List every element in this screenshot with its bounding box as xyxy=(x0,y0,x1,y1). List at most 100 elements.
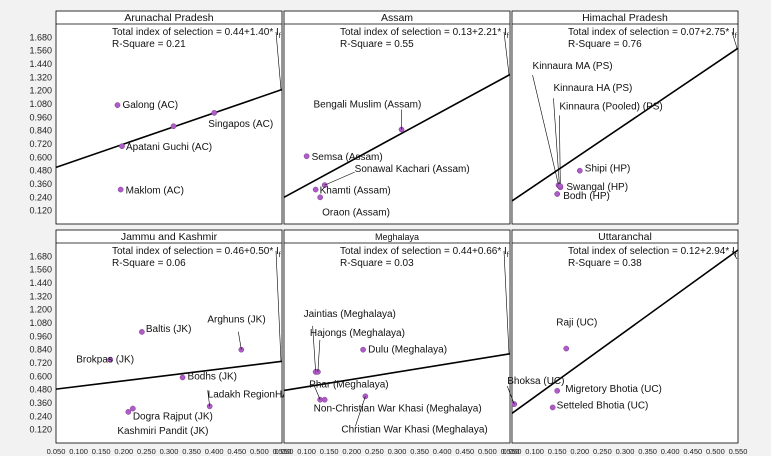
data-point xyxy=(576,167,583,174)
point-label: Raji (UC) xyxy=(556,318,597,329)
y-tick-label: 0.960 xyxy=(29,331,52,341)
y-tick-label: 0.360 xyxy=(29,179,52,189)
point-label: Ladakh RegionHA (JK) xyxy=(208,389,310,400)
x-tick-label: 0.350 xyxy=(182,447,201,456)
x-tick-label: 0.550 xyxy=(273,447,292,456)
data-point xyxy=(554,191,561,197)
panel-frame xyxy=(55,10,283,225)
y-tick-label: 0.720 xyxy=(29,358,52,368)
regression-line xyxy=(283,73,511,198)
equation-pointer xyxy=(731,31,738,49)
equation-label: Total index of selection = 0.13+2.21* If xyxy=(340,27,509,40)
data-point xyxy=(117,186,124,193)
x-tick-label: 0.200 xyxy=(342,447,361,456)
x-tick-label: 0.400 xyxy=(661,447,680,456)
label-pointer xyxy=(324,171,355,186)
equation-pointer xyxy=(503,250,510,354)
r-square-label: R-Square = 0.76 xyxy=(568,39,642,50)
r-square-label: R-Square = 0.21 xyxy=(112,39,186,50)
point-label: Brokpas (JK) xyxy=(76,355,134,366)
y-tick-label: 1.200 xyxy=(29,305,52,315)
y-tick-label: 0.480 xyxy=(29,385,52,395)
r-square-label: R-Square = 0.06 xyxy=(112,258,186,269)
point-label: Oraon (Assam) xyxy=(322,207,390,218)
x-tick-label: 0.050 xyxy=(47,447,66,456)
y-tick-label: 0.720 xyxy=(29,139,52,149)
x-tick-label: 0.550 xyxy=(729,447,748,456)
x-tick-label: 0.200 xyxy=(570,447,589,456)
x-tick-label: 0.250 xyxy=(593,447,612,456)
equation-label: Total index of selection = 0.44+1.40* If xyxy=(112,27,281,40)
panel-jammu-and-kashmir: Jammu and Kashmir Total index of selectio… xyxy=(55,229,310,444)
panel-uttaranchal: Uttaranchal Total index of selection = 0.… xyxy=(506,229,739,444)
point-label: Galong (AC) xyxy=(122,100,178,111)
equation-pointer xyxy=(275,250,282,362)
data-point xyxy=(557,183,564,190)
regression-line xyxy=(511,47,739,202)
y-tick-label: 1.320 xyxy=(29,72,52,82)
data-point xyxy=(129,405,136,412)
x-tick-label: 0.350 xyxy=(638,447,657,456)
y-tick-label: 0.960 xyxy=(29,112,52,122)
y-tick-label: 0.240 xyxy=(29,192,52,202)
x-tick-label: 0.450 xyxy=(227,447,246,456)
point-label: Singapos (AC) xyxy=(208,119,273,130)
data-point xyxy=(170,123,177,130)
x-tick-label: 0.400 xyxy=(433,447,452,456)
point-label: Shipi (HP) xyxy=(585,164,631,175)
equation-label: Total index of selection = 0.12+2.94* If xyxy=(568,246,737,259)
panel-title: Uttaranchal xyxy=(598,231,652,243)
r-square-label: R-Square = 0.03 xyxy=(340,258,414,269)
data-point xyxy=(303,153,310,160)
label-pointer xyxy=(207,390,210,407)
panel-title: Assam xyxy=(381,12,413,24)
x-tick-label: 0.200 xyxy=(114,447,133,456)
label-pointer xyxy=(317,339,321,372)
point-label: Kinnaura HA (PS) xyxy=(553,83,632,94)
point-label: Apatani Guchi (AC) xyxy=(126,142,212,153)
point-label: Bodhs (JK) xyxy=(188,371,237,382)
data-point xyxy=(211,110,218,116)
y-tick-label: 0.120 xyxy=(29,206,52,216)
x-tick-label: 0.550 xyxy=(501,447,520,456)
point-label: Semsa (Assam) xyxy=(312,152,383,163)
y-tick-label: 1.080 xyxy=(29,99,52,109)
y-tick-label: 1.680 xyxy=(29,251,52,261)
data-point xyxy=(554,387,561,394)
label-pointer xyxy=(506,386,515,405)
y-tick-label: 0.480 xyxy=(29,166,52,176)
point-label: Christian War Khasi (Meghalaya) xyxy=(341,424,487,435)
label-pointer xyxy=(532,75,559,186)
equation-label: Total index of selection = 0.07+2.75* If xyxy=(568,27,737,40)
panel-frame xyxy=(283,10,511,225)
label-pointer xyxy=(553,98,560,187)
point-label: Khamti (Assam) xyxy=(320,186,391,197)
y-tick-label: 0.840 xyxy=(29,126,52,136)
x-tick-label: 0.050 xyxy=(503,447,522,456)
point-label: Setteled Bhotia (UC) xyxy=(557,400,649,411)
point-label: Non-Christian War Khasi (Meghalaya) xyxy=(314,404,482,415)
equation-pointer xyxy=(503,31,510,75)
point-label: Jaintias (Meghalaya) xyxy=(304,309,396,320)
regression-line xyxy=(55,360,283,390)
x-tick-label: 0.150 xyxy=(548,447,567,456)
point-label: Kashmiri Pandit (JK) xyxy=(117,426,208,437)
point-label: Phar (Meghalaya) xyxy=(309,380,388,391)
x-tick-label: 0.500 xyxy=(250,447,269,456)
point-label: Dogra Rajput (JK) xyxy=(133,412,213,423)
point-label: Bodh (HP) xyxy=(563,191,610,202)
y-tick-label: 0.240 xyxy=(29,411,52,421)
y-tick-label: 1.320 xyxy=(29,291,52,301)
panel-himachal-pradesh: Himachal Pradesh Total index of selection… xyxy=(511,10,739,225)
r-square-label: R-Square = 0.55 xyxy=(340,39,414,50)
point-label: Maklom (AC) xyxy=(126,186,184,197)
y-tick-label: 0.600 xyxy=(29,152,52,162)
point-label: Bengali Muslim (Assam) xyxy=(314,100,422,111)
y-tick-label: 1.080 xyxy=(29,318,52,328)
data-point xyxy=(312,186,319,193)
x-tick-label: 0.450 xyxy=(683,447,702,456)
x-tick-label: 0.100 xyxy=(297,447,316,456)
panel-title: Meghalaya xyxy=(375,232,419,242)
equation-pointer xyxy=(275,31,282,90)
y-tick-label: 1.440 xyxy=(29,278,52,288)
